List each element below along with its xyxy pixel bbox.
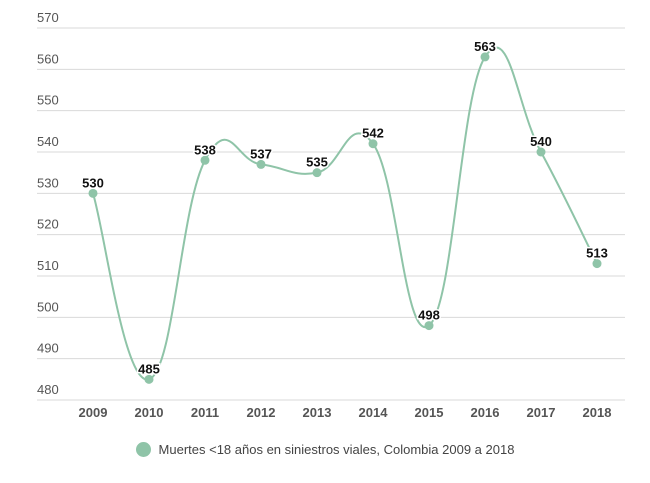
data-point [200,155,210,165]
y-tick-label: 490 [37,341,59,356]
data-label: 563 [474,39,496,54]
data-label: 530 [82,175,104,190]
line-chart: 480 490 500 510 520 530 540 550 560 570 2009 2010 20… [37,10,625,420]
data-label: 537 [250,146,272,161]
x-tick-label: 2009 [79,405,108,420]
y-tick-label: 520 [37,217,59,232]
data-label: 498 [418,308,440,323]
x-tick-label: 2013 [303,405,332,420]
y-tick-label: 560 [37,51,59,66]
x-tick-label: 2012 [247,405,276,420]
data-point [424,321,434,331]
data-label: 540 [530,134,552,149]
data-label: 513 [586,246,608,261]
data-point [368,139,378,149]
data-point [144,374,154,384]
y-tick-label: 480 [37,382,59,397]
y-tick-label: 550 [37,93,59,108]
y-tick-label: 570 [37,10,59,25]
legend-marker [135,442,151,457]
legend-label: Muertes <18 años en siniestros viales, C… [158,442,515,457]
data-point [88,188,98,198]
y-tick-label: 500 [37,299,59,314]
x-tick-label: 2014 [359,405,389,420]
y-tick-label: 530 [37,175,59,190]
data-label: 542 [362,126,384,141]
data-point [256,159,266,169]
data-point [536,147,546,157]
data-label: 535 [306,155,328,170]
x-tick-label: 2016 [471,405,500,420]
y-tick-label: 510 [37,258,59,273]
x-tick-label: 2018 [583,405,612,420]
legend: Muertes <18 años en siniestros viales, C… [0,442,650,457]
x-tick-label: 2010 [135,405,164,420]
x-tick-label: 2011 [191,405,219,420]
y-tick-label: 540 [37,134,59,149]
x-tick-label: 2017 [527,405,556,420]
data-point [592,259,602,269]
data-label: 485 [138,361,160,376]
series-line [92,46,598,381]
data-point [312,168,322,178]
x-tick-label: 2015 [415,405,444,420]
data-point [480,52,490,62]
data-label: 538 [194,142,216,157]
